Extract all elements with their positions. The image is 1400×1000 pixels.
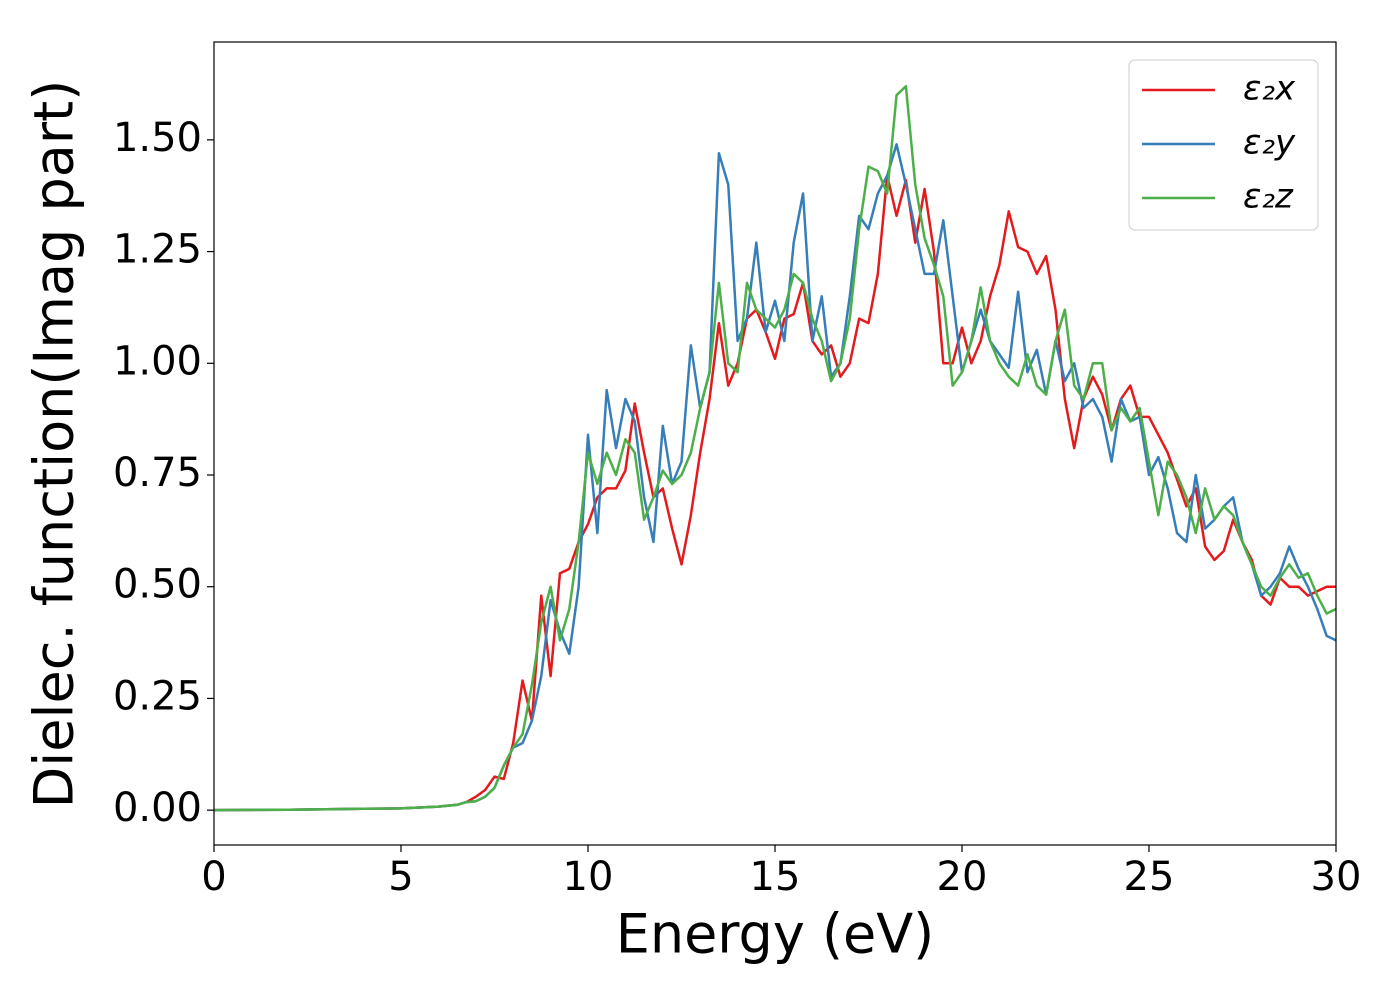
x-tick-label: 0 <box>201 854 226 900</box>
x-tick-label: 15 <box>750 854 801 900</box>
legend-label: ε₂z <box>1243 177 1294 217</box>
legend: ε₂x ε₂y ε₂z <box>1128 59 1319 231</box>
x-tick-label: 20 <box>937 854 988 900</box>
y-axis-label: Dielec. function(Imag part) <box>23 80 86 809</box>
y-tick-label: 0.00 <box>113 785 202 831</box>
x-tick-label: 30 <box>1311 854 1362 900</box>
series-line <box>213 174 1336 812</box>
x-tick-label: 25 <box>1124 854 1175 900</box>
y-tick-label: 1.25 <box>113 227 202 273</box>
y-tick-label: 0.75 <box>113 450 202 496</box>
y-tick-label: 1.50 <box>113 115 202 161</box>
y-tick-label: 0.25 <box>113 673 202 719</box>
legend-label: ε₂x <box>1243 69 1296 109</box>
x-tick-label: 10 <box>563 854 614 900</box>
x-axis-label: Energy (eV) <box>616 903 935 966</box>
x-tick-label: 5 <box>388 854 413 900</box>
y-tick-label: 1.00 <box>113 338 202 384</box>
series-line <box>213 84 1337 812</box>
y-tick-label: 0.50 <box>113 562 202 608</box>
series-line <box>213 143 1337 812</box>
legend-box <box>1128 59 1319 231</box>
plot-frame <box>213 41 1337 846</box>
legend-label: ε₂y <box>1243 123 1296 163</box>
